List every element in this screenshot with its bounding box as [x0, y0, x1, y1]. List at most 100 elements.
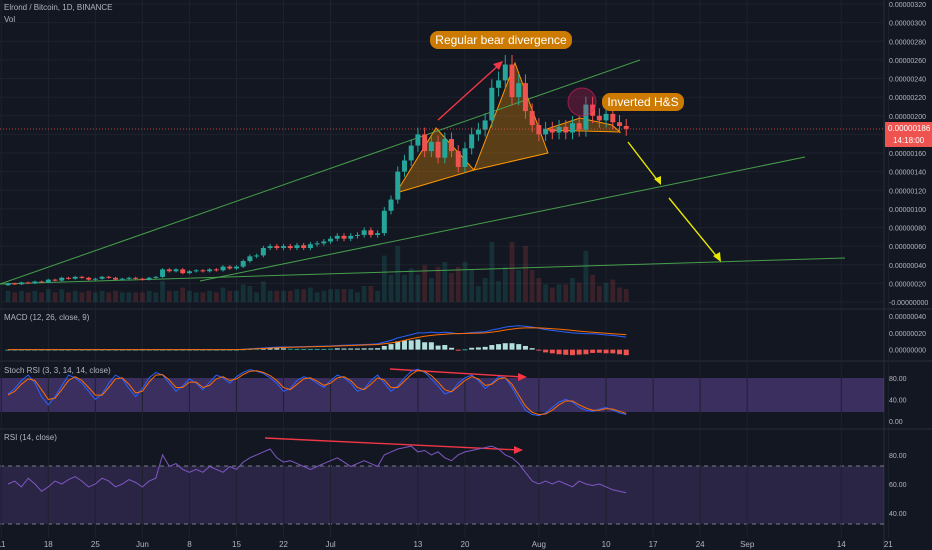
candle — [522, 83, 528, 112]
macd-histogram-bar — [401, 340, 407, 350]
inverted-hs-shape — [543, 117, 622, 133]
volume-bar — [442, 262, 448, 302]
volume-bar — [99, 290, 105, 302]
time-tick-label: Jul — [325, 540, 335, 549]
volume-bar — [502, 266, 508, 302]
volume-bar — [274, 290, 280, 302]
price-tag-countdown: 14:18:00 — [893, 136, 925, 145]
volume-bar — [576, 282, 582, 302]
macd-histogram-bar — [153, 349, 159, 351]
candle — [25, 282, 31, 284]
macd-histogram-bar — [186, 349, 192, 351]
arrows — [264, 61, 721, 454]
volume-bar — [348, 289, 354, 302]
macd-histogram-bar — [610, 349, 616, 354]
macd-histogram-bar — [489, 345, 495, 350]
volume-label[interactable]: Vol — [4, 15, 15, 24]
macd-histogram-bar — [45, 349, 51, 351]
candle — [603, 113, 609, 121]
macd-histogram-bar — [287, 348, 293, 350]
volume-bar — [395, 246, 401, 302]
candle — [388, 199, 394, 211]
macd-histogram-bar — [233, 349, 239, 351]
yellow-arrowhead-1 — [654, 176, 661, 185]
candle — [233, 266, 239, 269]
macd-histogram-bar — [449, 347, 455, 350]
volume-bar — [247, 286, 253, 302]
stoch-tick-label: 0.00 — [889, 419, 903, 426]
volume-bar — [583, 250, 589, 302]
volume-bar — [314, 292, 320, 302]
candle — [133, 277, 139, 279]
macd-histogram-bar — [213, 349, 219, 351]
candle — [146, 277, 152, 280]
volume-bar — [375, 290, 380, 302]
volume-bar — [321, 290, 327, 302]
macd-histogram-bar — [5, 349, 11, 351]
candle — [341, 235, 347, 239]
stoch-title[interactable]: Stoch RSI (3, 3, 14, 14, close) — [4, 366, 111, 375]
volume-bar — [281, 290, 286, 302]
macd-histogram-bar — [193, 349, 199, 351]
candle — [260, 247, 266, 256]
macd-histogram-bar — [260, 348, 266, 350]
candle — [509, 64, 515, 98]
candle — [408, 145, 414, 161]
candle — [79, 276, 85, 278]
macd-title[interactable]: MACD (12, 26, close, 9) — [4, 313, 90, 322]
stoch-d-line — [7, 369, 627, 416]
inverted-hs-bubble[interactable] — [602, 93, 684, 111]
candle — [254, 255, 260, 257]
time-tick-label: Aug — [532, 540, 546, 549]
macd-histogram-bar — [516, 344, 522, 350]
price-tag — [885, 122, 932, 147]
candle — [180, 269, 186, 274]
candle — [287, 246, 293, 248]
macd-histogram-bar — [442, 345, 448, 350]
macd-histogram-bar — [549, 349, 555, 354]
stoch-arrowhead — [518, 373, 527, 381]
volume-bar — [32, 290, 38, 302]
time-tick-label: 21 — [884, 540, 893, 549]
volume-bar — [415, 274, 421, 302]
volume-bar — [449, 273, 454, 302]
candle — [12, 283, 18, 285]
candle — [32, 281, 38, 284]
candle — [59, 277, 65, 281]
macd-histogram-bar — [395, 341, 401, 350]
volume-bar — [294, 289, 300, 302]
macd-histogram-bar — [576, 349, 582, 355]
macd-histogram-bar — [274, 348, 280, 350]
macd-histogram-bar — [422, 342, 428, 350]
volume-bar — [402, 274, 407, 302]
candle — [106, 276, 112, 278]
bear-divergence-bubble[interactable] — [430, 31, 572, 49]
volume-bar — [563, 284, 569, 302]
macd-histogram-bar — [328, 348, 334, 350]
symbol-title[interactable]: Elrond / Bitcoin, 1D, BINANCE — [4, 3, 112, 12]
macd-histogram-bar — [341, 348, 347, 350]
price-tick-label: 0.00000020 — [889, 281, 926, 288]
volume-bar — [469, 270, 475, 302]
volume-bar — [220, 287, 226, 302]
price-tick-label: 0.00000280 — [889, 39, 926, 46]
grid — [0, 0, 889, 538]
candle — [227, 266, 233, 269]
macd-histogram-bar — [536, 349, 542, 351]
candle — [395, 171, 401, 200]
candle — [328, 238, 334, 242]
volume-bar — [72, 290, 78, 302]
macd-histogram-bar — [79, 349, 85, 351]
price-tick-label: 0.00000200 — [889, 114, 926, 121]
time-tick-label: 15 — [232, 540, 241, 549]
macd-histogram-bar — [126, 349, 132, 351]
time-tick-label: 8 — [187, 540, 192, 549]
rsi-title[interactable]: RSI (14, close) — [4, 433, 57, 442]
macd-histogram-bar — [556, 349, 562, 355]
volume-bar — [496, 281, 501, 302]
macd-histogram-bar — [455, 349, 461, 351]
candle — [368, 230, 374, 235]
price-tick-label: 0.00000220 — [889, 95, 926, 102]
